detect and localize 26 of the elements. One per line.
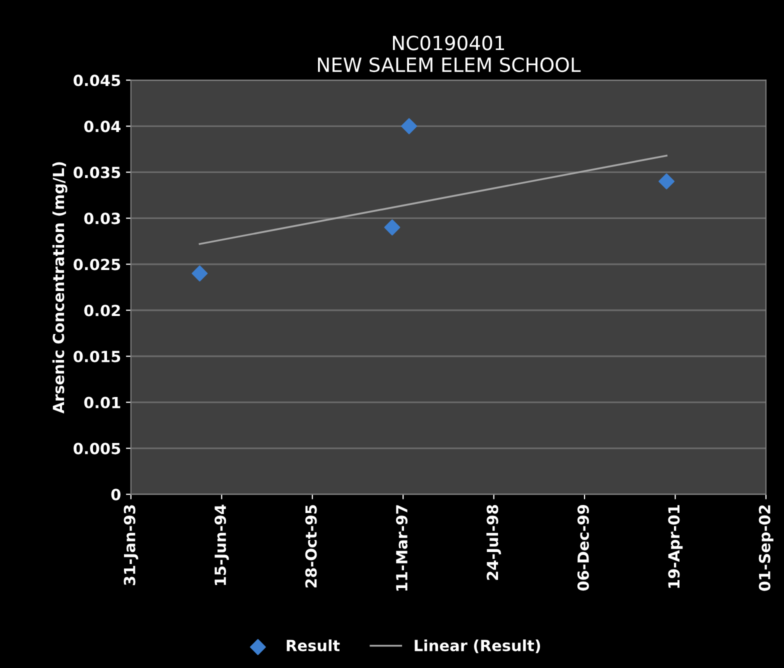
x-tick-label: 19-Apr-01 [668, 505, 683, 588]
y-tick-label: 0.03 [84, 212, 120, 224]
y-tick-label: 0.035 [74, 166, 120, 178]
y-axis-title: Arsenic Concentration (mg/L) [52, 162, 68, 414]
y-tick-label: 0.02 [84, 304, 120, 316]
point [658, 173, 675, 190]
y-tick-label: 0.025 [74, 258, 120, 270]
x-tick-label: 28-Oct-95 [305, 505, 317, 588]
x-tick-label: 24-Jul-98 [486, 504, 502, 580]
y-tick-label: 0 [111, 488, 120, 500]
point [192, 265, 208, 282]
chart-title: NC0190401 NEW SALEM ELEM SCHOOL [318, 36, 581, 72]
y-tick-label: 0.015 [74, 350, 120, 362]
x-tick-label: 11-Mar-97 [396, 505, 408, 591]
y-tick-label: 0.01 [84, 396, 120, 408]
x-tick-label: 06-Dec-99 [577, 505, 589, 591]
y-tick-label: 0.005 [74, 442, 120, 454]
x-tick-label: 01-Sep-02 [758, 505, 774, 591]
y-tick-label: 0.04 [84, 120, 121, 132]
y-tick-label: 0.045 [74, 74, 120, 86]
x-tick-label: 15-Jun-94 [214, 504, 229, 585]
legend-label: Result [286, 639, 340, 652]
point [384, 219, 400, 236]
legend-label: Linear (Result) [414, 639, 540, 654]
x-tick-label: 31-Jan-93 [124, 505, 138, 586]
point [401, 118, 418, 134]
